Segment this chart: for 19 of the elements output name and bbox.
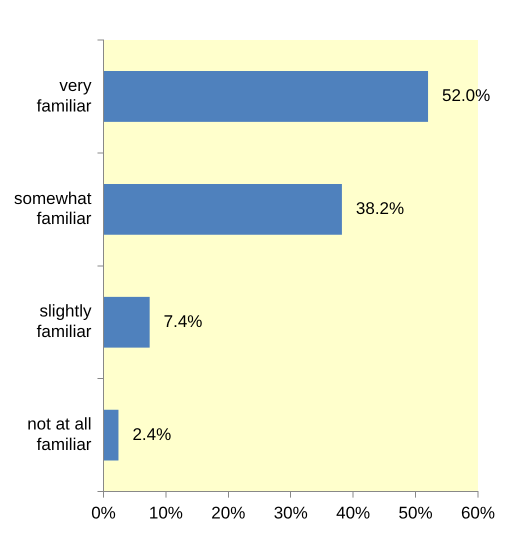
data-label: 38.2% — [356, 199, 404, 218]
data-label: 7.4% — [164, 312, 202, 331]
y-tick-label: not at all familiar — [27, 414, 92, 454]
x-tick-label: 40% — [336, 503, 370, 522]
x-tick-label: 30% — [274, 503, 308, 522]
bar — [104, 296, 150, 348]
data-label: 2.4% — [132, 424, 172, 444]
bar — [104, 184, 342, 235]
x-tick-label: 0% — [91, 503, 116, 522]
y-tick-label: slightly familiar — [36, 302, 92, 342]
data-label: 52.0% — [442, 86, 490, 106]
x-tick-label: 50% — [398, 503, 433, 522]
x-tick-label: 10% — [148, 503, 183, 522]
y-tick-label: very familiar — [36, 76, 92, 116]
y-tick-label: somewhat familiar — [14, 188, 92, 228]
bar — [104, 71, 428, 122]
bar — [104, 410, 118, 461]
x-tick-label: 20% — [211, 503, 246, 522]
x-tick-label: 60% — [460, 503, 496, 522]
